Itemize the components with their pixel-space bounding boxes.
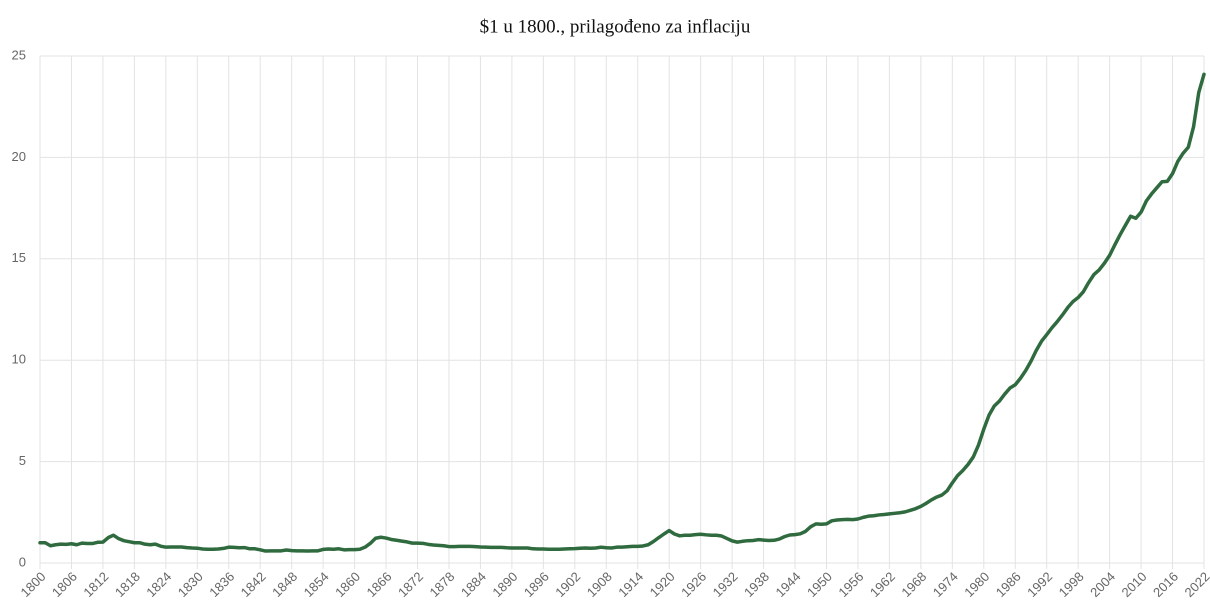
x-tick-label: 1920 — [647, 569, 678, 600]
x-tick-label: 1992 — [1024, 569, 1055, 600]
x-tick-label: 1908 — [584, 569, 615, 600]
x-tick-label: 1938 — [741, 569, 772, 600]
x-tick-label: 2022 — [1181, 569, 1210, 600]
x-tick-label: 1866 — [364, 569, 395, 600]
y-tick-label: 25 — [12, 47, 26, 62]
x-tick-label: 1974 — [930, 569, 961, 600]
x-tick-label: 2004 — [1087, 569, 1118, 600]
x-tick-label: 1968 — [898, 569, 929, 600]
x-tick-label: 2010 — [1119, 569, 1150, 600]
x-tick-label: 1944 — [773, 569, 804, 600]
x-tick-label: 1842 — [238, 569, 269, 600]
x-tick-label: 1998 — [1056, 569, 1087, 600]
x-tick-label: 1836 — [206, 569, 237, 600]
x-tick-label: 1986 — [993, 569, 1024, 600]
x-tick-label: 1818 — [112, 569, 143, 600]
x-tick-label: 1884 — [458, 569, 489, 600]
x-tick-label: 1932 — [710, 569, 741, 600]
y-tick-label: 20 — [12, 149, 26, 164]
y-tick-label: 10 — [12, 352, 26, 367]
x-tick-label: 1824 — [143, 569, 174, 600]
x-tick-label: 1902 — [552, 569, 583, 600]
x-tick-label: 1980 — [961, 569, 992, 600]
y-tick-label: 0 — [19, 554, 26, 569]
x-tick-label: 1956 — [835, 569, 866, 600]
x-tick-label: 1830 — [175, 569, 206, 600]
x-tick-label: 1962 — [867, 569, 898, 600]
x-tick-label: 1854 — [301, 569, 332, 600]
x-tick-label: 1950 — [804, 569, 835, 600]
y-tick-label: 15 — [12, 250, 26, 265]
y-tick-label: 5 — [19, 453, 26, 468]
x-tick-label: 1860 — [332, 569, 363, 600]
x-tick-label: 1890 — [489, 569, 520, 600]
data-line — [38, 72, 1206, 553]
x-tick-label: 1896 — [521, 569, 552, 600]
x-tick-label: 2016 — [1150, 569, 1181, 600]
x-tick-label: 1872 — [395, 569, 426, 600]
x-tick-label: 1806 — [49, 569, 80, 600]
x-tick-label: 1878 — [426, 569, 457, 600]
x-tick-label: 1800 — [17, 569, 48, 600]
x-tick-label: 1848 — [269, 569, 300, 600]
chart-title: $1 u 1800., prilagođeno za inflaciju — [480, 16, 751, 37]
x-tick-label: 1812 — [80, 569, 111, 600]
x-tick-label: 1914 — [615, 569, 646, 600]
x-tick-label: 1926 — [678, 569, 709, 600]
